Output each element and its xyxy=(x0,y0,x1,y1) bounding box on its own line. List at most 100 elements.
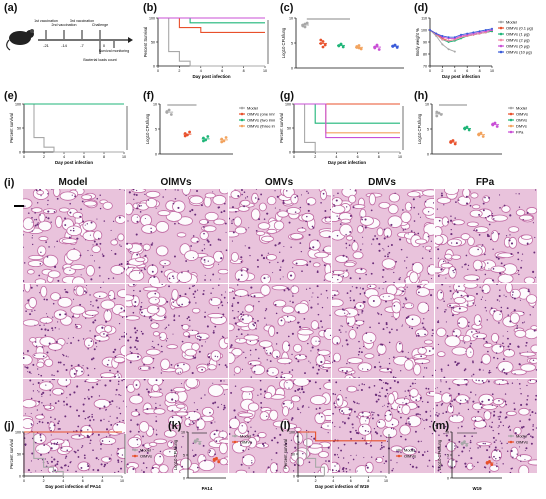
x-tick-label: 8 xyxy=(479,69,481,73)
nucleus xyxy=(498,418,501,420)
nucleus xyxy=(417,232,420,235)
nucleus xyxy=(421,401,424,403)
survival-curve xyxy=(24,431,122,477)
alveolus xyxy=(81,194,93,200)
nucleus xyxy=(81,446,83,449)
nucleus xyxy=(496,284,498,285)
alveolus xyxy=(376,343,387,355)
x-axis-label: Day post infection xyxy=(442,74,480,79)
nucleus xyxy=(39,214,41,216)
nucleus xyxy=(321,416,323,418)
legend-label: OMVs xyxy=(516,118,527,123)
nucleus xyxy=(370,340,372,342)
nucleus xyxy=(26,349,29,352)
nucleus xyxy=(385,436,388,438)
nucleus xyxy=(150,276,152,279)
nucleus xyxy=(127,266,130,268)
alveolus xyxy=(34,278,47,283)
nucleus xyxy=(258,300,260,303)
nucleus xyxy=(98,395,101,397)
nucleus xyxy=(178,304,180,307)
nucleus xyxy=(503,294,505,296)
nucleus xyxy=(404,288,406,291)
nucleus xyxy=(487,350,489,353)
nucleus xyxy=(134,346,137,349)
nucleus xyxy=(29,313,32,316)
nucleus xyxy=(305,355,307,358)
nucleus xyxy=(72,227,75,230)
alveolus xyxy=(140,214,152,227)
nucleus xyxy=(84,380,87,383)
nucleus xyxy=(430,240,433,242)
nucleus xyxy=(485,340,488,343)
nucleus xyxy=(428,265,430,267)
alveolus xyxy=(145,197,158,209)
nucleus xyxy=(50,434,52,436)
nucleus xyxy=(133,193,136,196)
nucleus xyxy=(517,269,520,272)
nucleus xyxy=(62,267,64,269)
nucleus xyxy=(362,368,364,370)
nucleus xyxy=(472,373,475,376)
nucleus xyxy=(378,421,381,424)
nucleus xyxy=(129,336,132,339)
nucleus xyxy=(87,416,89,419)
nucleus xyxy=(229,426,232,429)
alveolus xyxy=(135,257,146,263)
legend-label: OlMVs (one immunization) xyxy=(247,112,275,117)
nucleus xyxy=(88,469,90,471)
alveolus xyxy=(235,469,248,473)
nucleus xyxy=(495,449,498,452)
nucleus xyxy=(275,469,278,472)
nucleus xyxy=(340,449,343,452)
alveolus xyxy=(403,302,415,310)
nucleus xyxy=(231,304,234,307)
nucleus xyxy=(206,337,208,339)
nucleus xyxy=(231,222,233,225)
nucleus xyxy=(298,464,300,466)
nucleus xyxy=(484,425,487,428)
nucleus xyxy=(477,461,479,464)
alveolus xyxy=(332,335,341,346)
nucleus xyxy=(112,350,115,354)
nucleus xyxy=(447,220,449,223)
panel-label-h: (h) xyxy=(414,90,429,102)
nucleus xyxy=(297,407,299,409)
nucleus xyxy=(250,354,252,356)
alveolus xyxy=(435,226,443,237)
nucleus xyxy=(505,372,508,375)
alveolus xyxy=(404,201,413,212)
nucleus xyxy=(224,364,227,367)
nucleus xyxy=(424,428,426,430)
nucleus xyxy=(248,448,250,450)
nucleus xyxy=(535,427,537,429)
nucleus xyxy=(484,273,487,276)
nucleus xyxy=(210,299,213,301)
nucleus xyxy=(449,405,452,408)
nucleus xyxy=(155,299,157,301)
nucleus xyxy=(385,323,388,326)
nucleus xyxy=(257,198,260,201)
nucleus xyxy=(398,238,402,241)
nucleus xyxy=(345,397,347,399)
nucleus xyxy=(56,370,59,373)
nucleus xyxy=(344,372,347,375)
nucleus xyxy=(141,449,144,452)
nucleus xyxy=(491,421,493,424)
nucleus xyxy=(445,410,448,413)
y-tick-label: 0 xyxy=(427,152,429,156)
nucleus xyxy=(248,227,250,229)
nucleus xyxy=(383,446,385,448)
alveolus xyxy=(93,398,111,409)
nucleus xyxy=(170,389,173,392)
nucleus xyxy=(508,425,511,428)
panel-a-schematic: 1st vaccination 2nd vaccination 3rd vacc… xyxy=(6,10,134,72)
nucleus xyxy=(288,387,290,389)
nucleus xyxy=(414,450,417,453)
nucleus xyxy=(164,189,167,191)
nucleus xyxy=(222,430,224,432)
column-header-model: Model xyxy=(58,177,88,188)
nucleus xyxy=(54,469,57,472)
nucleus xyxy=(528,433,530,436)
nucleus xyxy=(151,345,153,348)
